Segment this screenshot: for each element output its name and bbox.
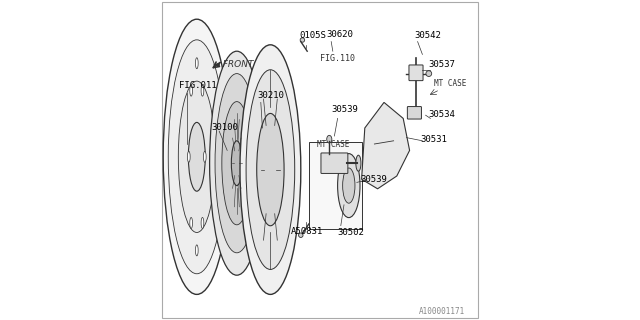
Ellipse shape [210, 51, 264, 275]
Text: FIG.011: FIG.011 [179, 81, 217, 90]
Text: 30100: 30100 [211, 123, 238, 132]
Ellipse shape [188, 151, 190, 162]
Ellipse shape [246, 70, 295, 269]
Text: 0105S: 0105S [300, 31, 326, 40]
Text: MT CASE: MT CASE [317, 140, 349, 149]
Ellipse shape [179, 81, 215, 233]
Ellipse shape [222, 102, 252, 225]
Text: 30502: 30502 [338, 228, 364, 237]
Text: 30620: 30620 [326, 30, 353, 39]
Ellipse shape [232, 141, 243, 186]
Text: A100001171: A100001171 [419, 307, 465, 316]
Text: 30539: 30539 [360, 175, 387, 184]
Text: MT CASE: MT CASE [434, 79, 466, 88]
Text: FIG.110: FIG.110 [320, 54, 355, 63]
Ellipse shape [342, 168, 355, 203]
Ellipse shape [257, 114, 284, 226]
Ellipse shape [215, 74, 259, 253]
Bar [309, 142, 362, 229]
FancyBboxPatch shape [409, 65, 423, 81]
Ellipse shape [190, 85, 193, 96]
Text: 30210: 30210 [258, 91, 284, 100]
Text: ◄ FRONT: ◄ FRONT [212, 60, 253, 69]
FancyBboxPatch shape [321, 153, 348, 173]
Ellipse shape [300, 38, 305, 42]
Text: 30534: 30534 [429, 110, 456, 119]
Text: 30531: 30531 [421, 135, 447, 144]
Ellipse shape [168, 40, 225, 274]
Ellipse shape [190, 218, 193, 228]
Ellipse shape [163, 19, 230, 294]
Polygon shape [362, 102, 410, 189]
Ellipse shape [338, 154, 360, 218]
FancyBboxPatch shape [408, 107, 422, 119]
Ellipse shape [298, 233, 303, 237]
Ellipse shape [326, 135, 332, 143]
Ellipse shape [204, 151, 206, 162]
Ellipse shape [201, 218, 204, 228]
Ellipse shape [195, 58, 198, 69]
Ellipse shape [188, 123, 205, 191]
Text: 30539: 30539 [332, 105, 358, 114]
Text: A50831: A50831 [291, 227, 323, 236]
Ellipse shape [201, 85, 204, 96]
Ellipse shape [426, 71, 432, 76]
Ellipse shape [195, 245, 198, 256]
Text: 30542: 30542 [415, 31, 441, 40]
Ellipse shape [240, 45, 301, 294]
Ellipse shape [356, 155, 361, 171]
Text: 30537: 30537 [429, 60, 456, 69]
